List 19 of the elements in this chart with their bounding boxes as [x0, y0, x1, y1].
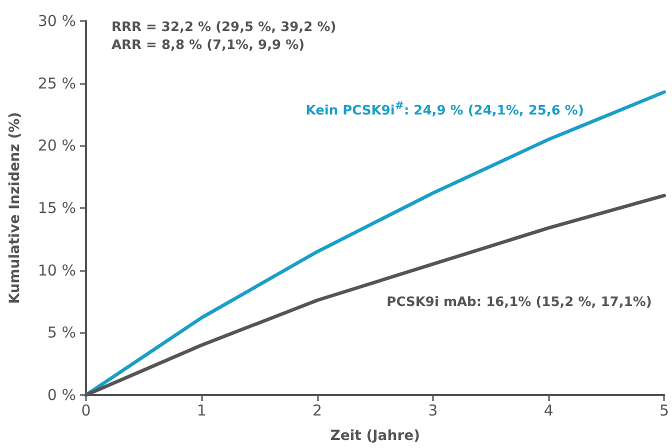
y-tick-label: 5 %: [47, 324, 76, 342]
y-tick-label: 30 %: [38, 12, 76, 30]
annotation: RRR = 32,2 % (29,5 %, 39,2 %): [111, 18, 336, 36]
annotation: ARR = 8,8 % (7,1%, 9,9 %): [111, 36, 305, 54]
x-tick-label: 1: [196, 402, 206, 420]
y-tick-label: 25 %: [38, 74, 76, 92]
x-tick-label: 5: [659, 402, 669, 420]
y-tick-label: 20 %: [38, 136, 76, 155]
x-tick-label: 2: [312, 402, 322, 420]
y-tick-label: 0 %: [47, 386, 76, 404]
series-label: PCSK9i mAb: 16,1% (15,2 %, 17,1%): [386, 294, 652, 310]
x-axis-title: Zeit (Jahre): [330, 428, 420, 444]
x-tick-label: 4: [544, 402, 554, 420]
y-axis-title: Kumulative Inzidenz (%): [7, 112, 23, 304]
x-tick-label: 3: [428, 402, 438, 420]
x-tick-label: 0: [81, 402, 91, 420]
series-label: Kein PCSK9i$^{#}$: 24,9 % (24,1%, 25,6 %): [306, 98, 584, 119]
y-tick-label: 15 %: [38, 199, 76, 217]
y-tick-label: 10 %: [38, 261, 76, 280]
